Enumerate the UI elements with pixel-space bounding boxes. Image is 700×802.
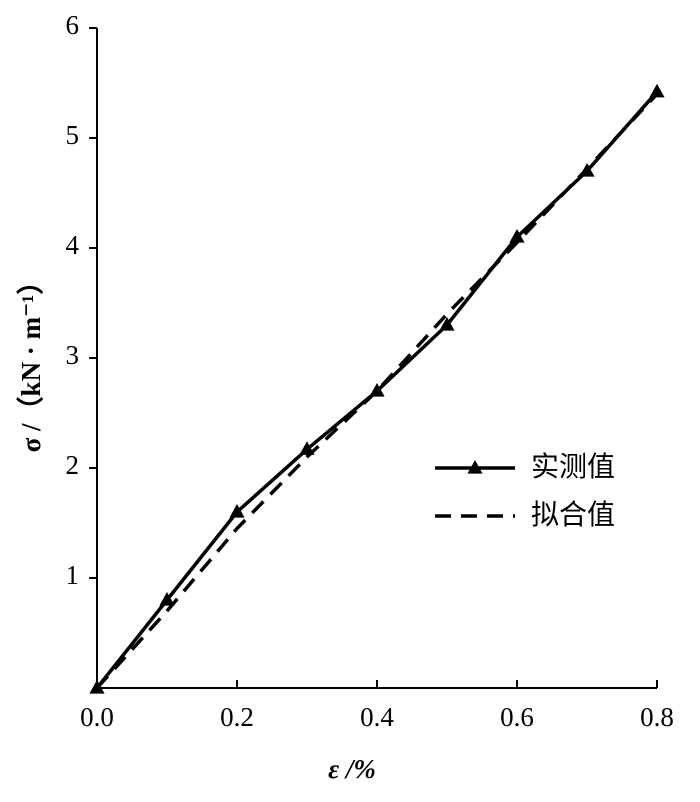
- y-tick-label: 5: [66, 120, 80, 150]
- x-tick-label: 0.6: [500, 702, 534, 732]
- y-tick-label: 6: [66, 10, 80, 40]
- marker: [509, 229, 525, 243]
- x-tick-label: 0.4: [360, 702, 394, 732]
- x-axis-label: ε /%: [328, 754, 376, 784]
- legend-label: 拟合值: [531, 498, 615, 531]
- legend-label: 实测值: [531, 450, 615, 483]
- marker: [439, 317, 455, 331]
- y-tick-label: 4: [66, 230, 80, 260]
- series-line: [95, 92, 659, 690]
- x-tick-label: 0.8: [640, 702, 674, 732]
- marker: [649, 83, 665, 98]
- y-tick-label: 1: [66, 560, 80, 590]
- y-tick-label: 2: [66, 450, 80, 480]
- x-tick-label: 0.0: [80, 702, 114, 732]
- x-tick-label: 0.2: [220, 702, 254, 732]
- marker: [229, 504, 245, 518]
- y-axis-label: σ /（kN · m⁻¹）: [16, 268, 46, 453]
- marker: [159, 592, 175, 606]
- legend-marker: [467, 460, 483, 474]
- y-tick-label: 3: [66, 340, 80, 370]
